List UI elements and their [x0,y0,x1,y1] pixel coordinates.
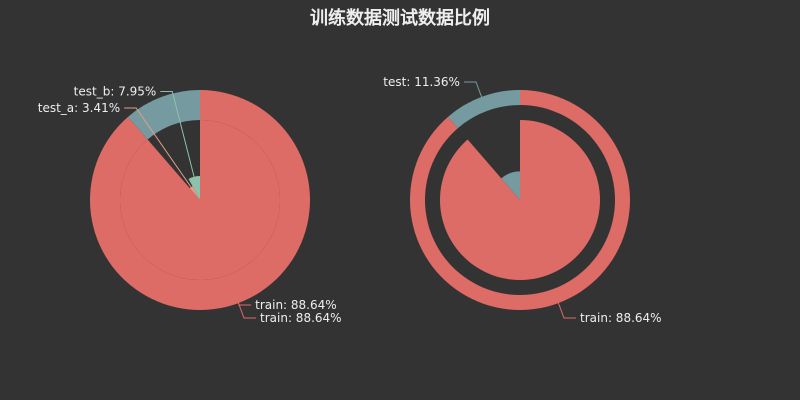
pie-chart-right: train: 88.64% test: 11.36% [383,75,661,325]
pie2-outer-label-line-test [463,81,483,98]
pie1-inner-label-train: train: 88.64% [255,298,337,312]
pie-chart-left: train: 88.64%train: 88.64% test_a: 3.41% t… [38,84,342,325]
pie1-outer-label-line-train [237,302,257,319]
chart-title: 训练数据测试数据比例 [310,8,490,29]
pie2-outer-slice-test[interactable] [447,90,520,129]
pie1-inner-label-test-a: test_a: 3.41% [38,101,120,115]
pie1-outer-slice-test[interactable] [127,90,200,140]
pie2-inner-slice-test[interactable] [501,171,520,200]
pie1-inner-label-test-b: test_b: 7.95% [74,84,157,98]
pie2-outer-label-test: test: 11.36% [383,75,460,89]
pie2-outer-label-train: train: 88.64% [580,311,662,325]
pie1-inner-slice-test-a[interactable] [189,186,200,200]
pie1-inner-label-line-test-a [124,107,192,188]
pie1-inner-label-line-test-b [160,90,195,177]
pie1-inner-label-line-train [227,274,252,306]
pie1-inner-slice-test-b[interactable] [188,176,200,200]
pie2-outer-label-line-train [557,302,577,319]
pie1-outer-label-train: train: 88.64% [260,311,342,325]
